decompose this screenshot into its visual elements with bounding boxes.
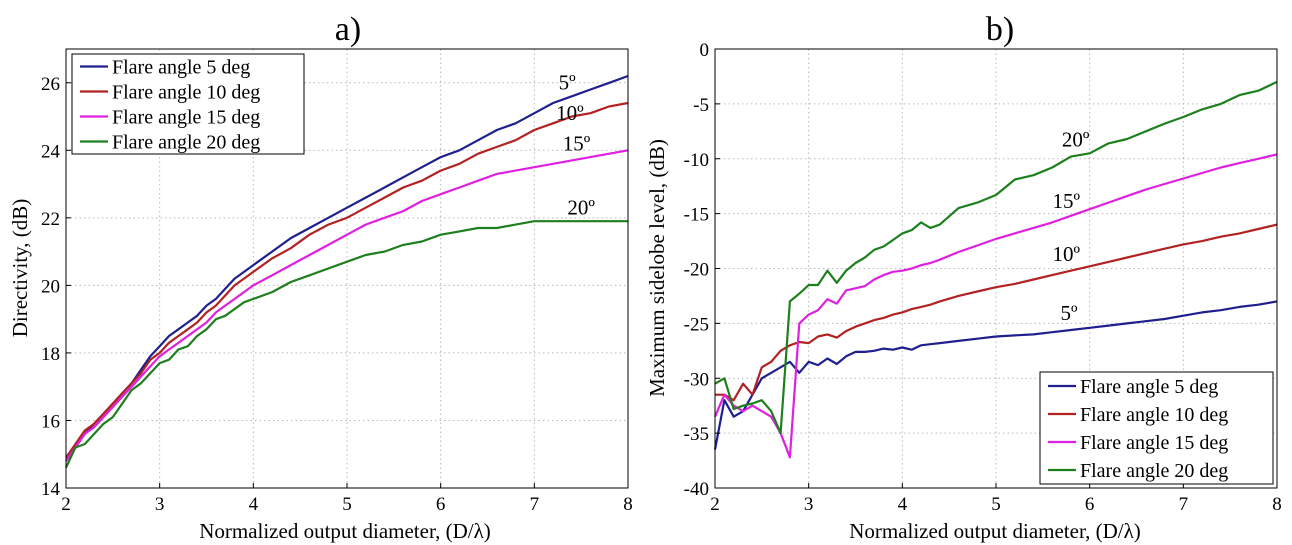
- panel-a-xlabel: Normalized output diameter, (D/λ): [199, 519, 491, 543]
- panel-a-series-line-2: [65, 101, 629, 459]
- panel-b-series-line-2: [715, 223, 1278, 402]
- panel-b-annotation: 10º: [1052, 242, 1080, 266]
- panel-a-ytick-label: 14: [41, 479, 61, 500]
- panel-a-annotation: 15º: [563, 131, 591, 155]
- panel-a-series-line-3: [65, 149, 629, 462]
- panel-a-ylabel: Directivity, (dB): [8, 199, 32, 338]
- panel-b-legend-label: Flare angle 10 deg: [1080, 404, 1228, 426]
- panel-b-ytick-label: -20: [684, 260, 709, 281]
- panel-b-legend-label: Flare angle 5 deg: [1080, 376, 1218, 398]
- panel-a-ytick-label: 16: [41, 411, 60, 432]
- panel-a-ytick-label: 20: [41, 276, 60, 297]
- panel-a-xtick-label: 2: [61, 494, 71, 515]
- panel-a-xtick-label: 5: [342, 494, 352, 515]
- panel-b-xtick-label: 2: [710, 494, 720, 515]
- panel-a-xtick-label: 6: [436, 494, 446, 515]
- panel-b-ytick-label: -30: [684, 369, 709, 390]
- panel-a-title: a): [335, 11, 361, 48]
- panel-b-xtick-label: 7: [1179, 494, 1189, 515]
- panel-b-title: b): [986, 11, 1014, 48]
- panel-b-xtick-label: 5: [991, 494, 1001, 515]
- panel-a-legend-label: Flare angle 5 deg: [112, 57, 250, 79]
- panel-b-series-line-1: [713, 300, 1278, 450]
- panel-b-xtick-label: 4: [898, 494, 908, 515]
- panel-b-annotation: 15º: [1052, 189, 1080, 213]
- panel-a-ytick-label: 26: [41, 74, 60, 95]
- panel-a-ytick-label: 18: [41, 344, 60, 365]
- panel-b-ytick-label: -35: [684, 424, 709, 445]
- panel-b-xtick-label: 6: [1085, 494, 1095, 515]
- panel-b-annotation: 20º: [1062, 128, 1090, 152]
- panel-b-xlabel: Normalized output diameter, (D/λ): [849, 519, 1141, 543]
- panel-b-ytick-label: -15: [684, 205, 709, 226]
- panel-b-legend: Flare angle 5 deg Flare angle 10 deg Flare…: [1039, 371, 1274, 485]
- panel-a-legend: Flare angle 5 deg Flare angle 10 deg Flare…: [71, 53, 305, 155]
- panel-b-ylabel: Maximum sidelobe level, (dB): [645, 139, 669, 397]
- panel-a-ytick-label: 24: [41, 141, 61, 162]
- panel-b-xtick-label: 3: [804, 494, 814, 515]
- panel-b-legend-label: Flare angle 20 deg: [1080, 460, 1228, 482]
- panel-b-legend-label: Flare angle 15 deg: [1080, 432, 1228, 454]
- panel-a-xtick-label: 8: [623, 494, 633, 515]
- panel-a-series-line-4: [65, 220, 628, 469]
- panel-a-xtick-label: 3: [155, 494, 165, 515]
- panel-a-legend-box: [71, 53, 305, 155]
- panel-b-series-line-4: [714, 80, 1278, 435]
- panel-b-ytick-label: -25: [684, 314, 709, 335]
- panel-a-ytick-label: 22: [41, 209, 60, 230]
- panel-b-ytick-label: -10: [684, 150, 709, 171]
- panel-b: b) 2 3 4 5 6 7 8 -40 -35 -30 -25 -20 -15 -10 -5 0 20º 15…: [645, 11, 1282, 543]
- panel-a-annotation: 10º: [556, 101, 584, 125]
- panel-b-xtick-label: 8: [1272, 494, 1282, 515]
- panel-b-legend-box: [1039, 371, 1274, 485]
- panel-a: a) 2 3 4 5 6 7 8 14 16 18 20 22 24 26 5º 10º 15º 20º Nor…: [8, 11, 633, 543]
- panel-a-annotation: 20º: [567, 195, 595, 219]
- panel-b-ytick-label: -40: [684, 479, 709, 500]
- panel-a-xtick-label: 4: [249, 494, 259, 515]
- panel-a-legend-label: Flare angle 20 deg: [112, 132, 260, 154]
- panel-a-annotation: 5º: [559, 71, 577, 95]
- panel-b-ytick-label: -5: [693, 95, 709, 116]
- panel-b-ytick-label: 0: [700, 40, 710, 61]
- panel-a-legend-label: Flare angle 15 deg: [112, 107, 260, 129]
- panel-b-annotation: 5º: [1061, 301, 1079, 325]
- panel-a-legend-label: Flare angle 10 deg: [112, 82, 260, 104]
- panel-a-xtick-label: 7: [530, 494, 540, 515]
